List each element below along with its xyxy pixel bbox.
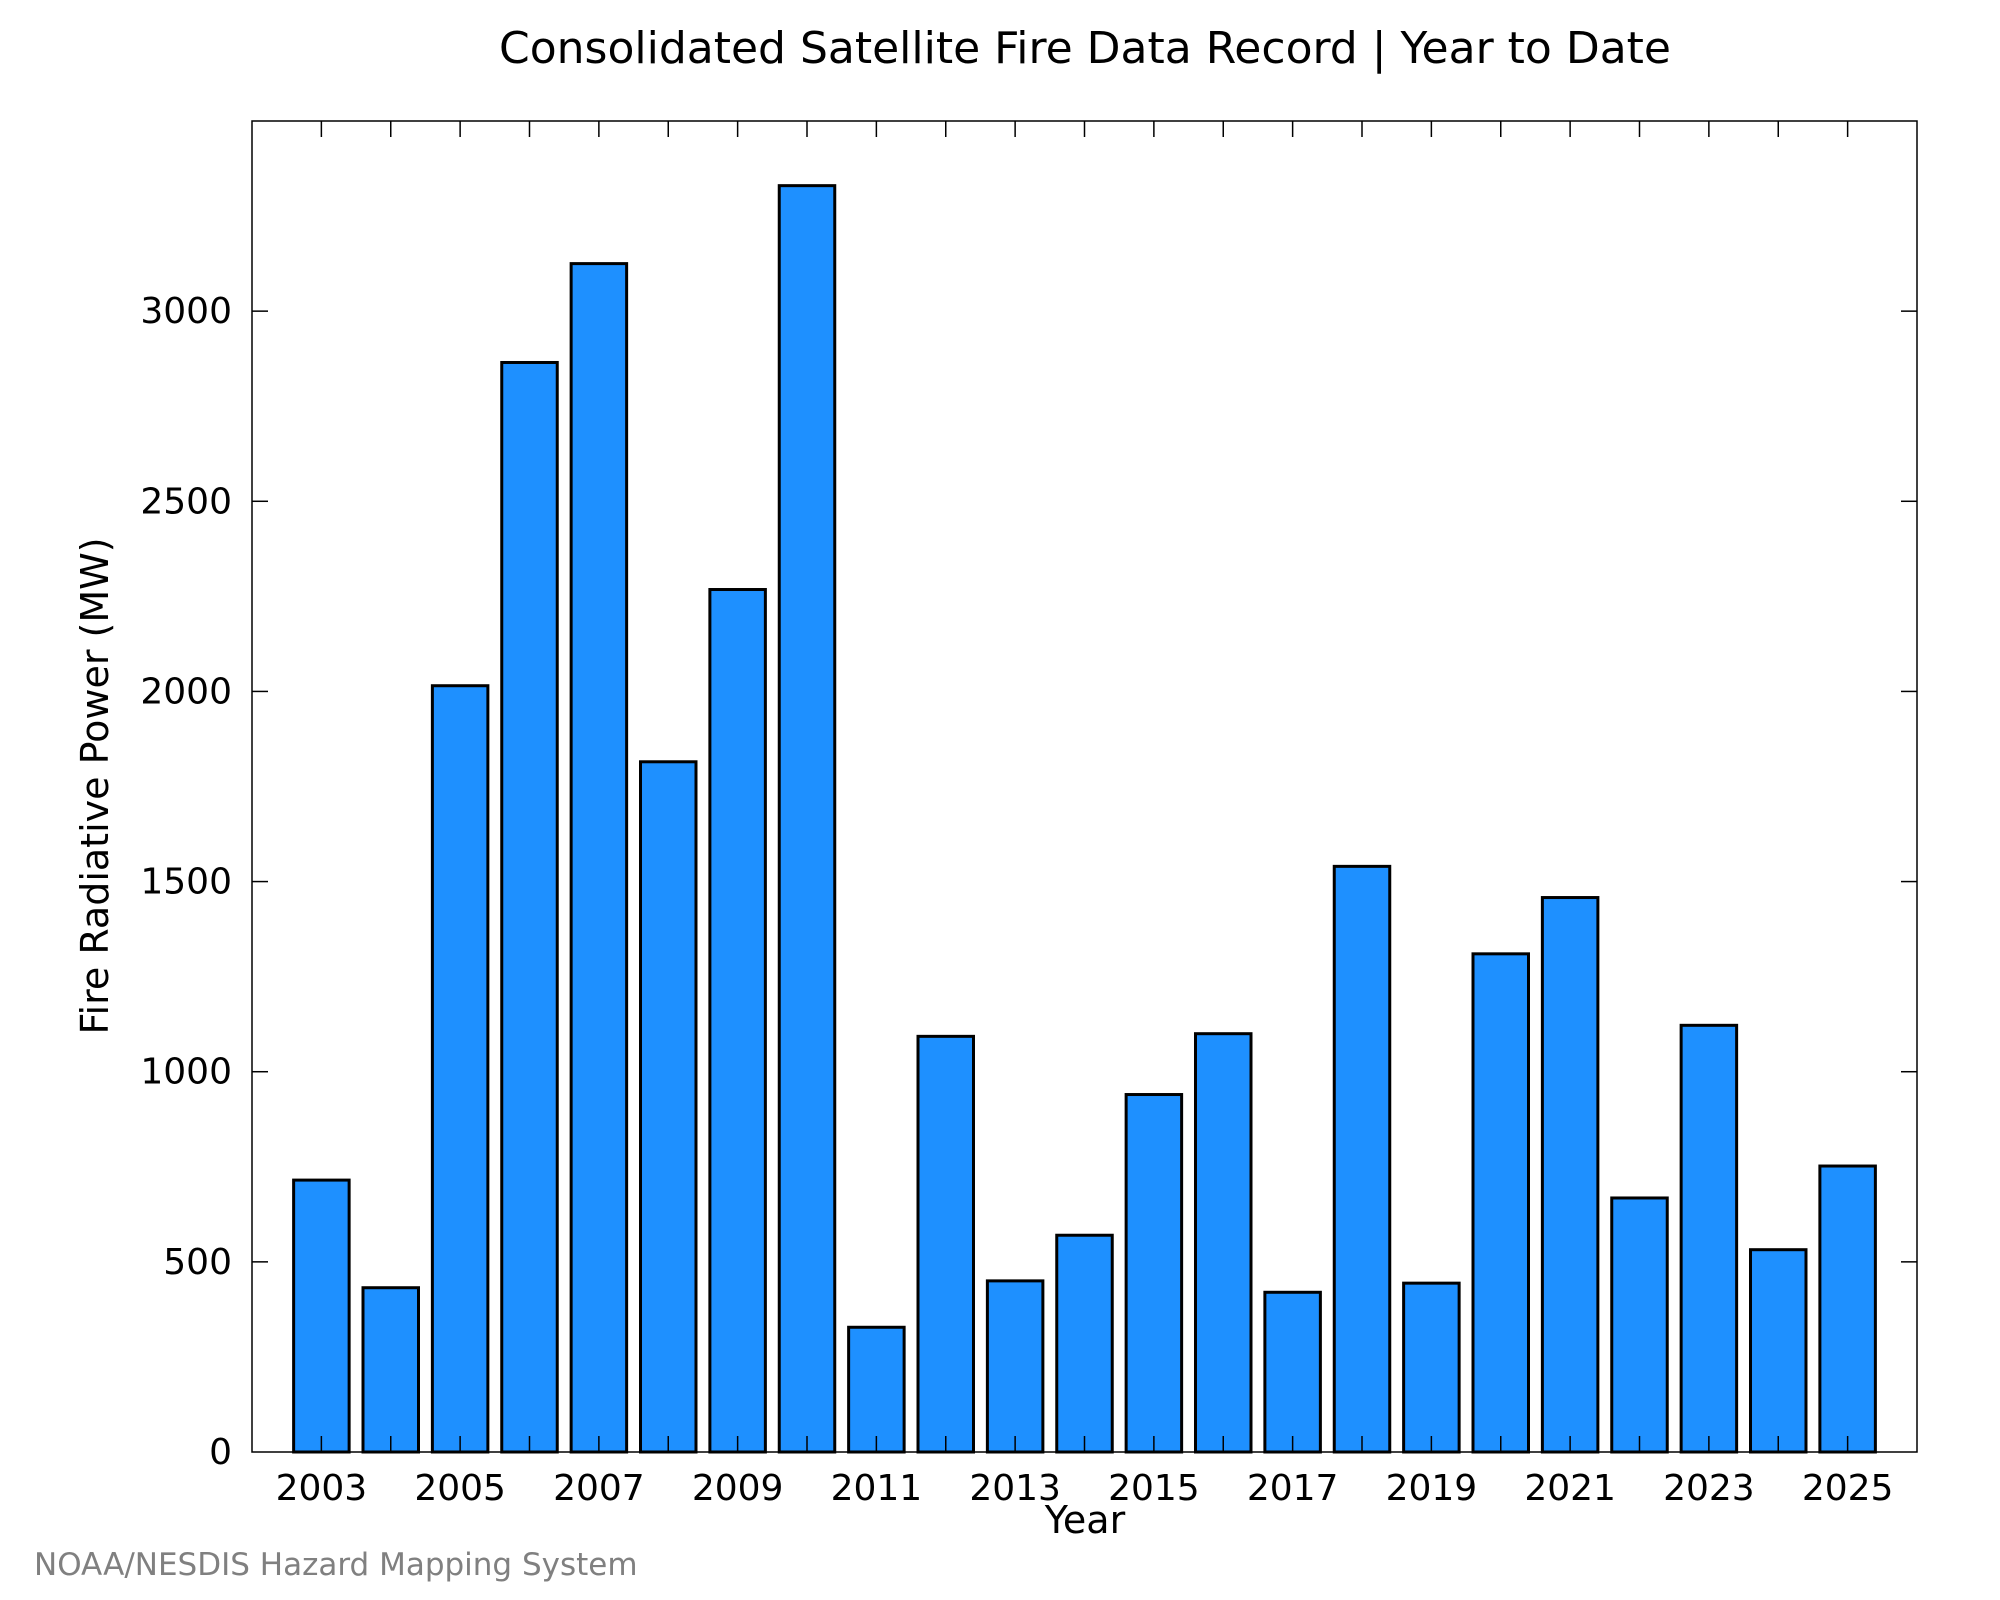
x-axis-label: Year <box>1044 1498 1126 1542</box>
bar-2015 <box>1124 1093 1184 1454</box>
y-tick-label-500: 500 <box>163 1242 232 1283</box>
y-tick-label-1000: 1000 <box>140 1052 232 1093</box>
x-tick-label-2021: 2021 <box>1524 1468 1616 1509</box>
x-tick-label-2015: 2015 <box>1108 1468 1200 1509</box>
bar-2022 <box>1610 1196 1669 1454</box>
x-tick-label-2005: 2005 <box>414 1468 506 1509</box>
bar-2021 <box>1540 896 1600 1454</box>
y-tick-label-2000: 2000 <box>140 671 232 712</box>
bar-2011 <box>847 1325 906 1454</box>
x-tick-label-2025: 2025 <box>1802 1468 1894 1509</box>
source-note: NOAA/NESDIS Hazard Mapping System <box>34 1547 638 1583</box>
x-tick-labels: 2003 2005 2007 2009 2011 2013 2015 2017 2019 2021… <box>276 1468 1894 1509</box>
bars-layer <box>292 184 1877 1454</box>
bar-2005 <box>430 684 490 1454</box>
y-tick-label-2500: 2500 <box>140 481 232 522</box>
bar-2006 <box>500 360 559 1454</box>
bar-2023 <box>1679 1023 1739 1454</box>
bar-2004 <box>361 1286 420 1454</box>
bar-2008 <box>639 760 698 1454</box>
y-tick-label-1500: 1500 <box>140 862 232 903</box>
x-tick-label-2019: 2019 <box>1386 1468 1478 1509</box>
bar-2016 <box>1194 1032 1253 1454</box>
x-tick-label-2011: 2011 <box>831 1468 923 1509</box>
x-tick-label-2009: 2009 <box>692 1468 784 1509</box>
bar-2013 <box>985 1279 1045 1454</box>
bar-2019 <box>1402 1281 1461 1454</box>
bar-2025 <box>1818 1164 1877 1454</box>
bar-2009 <box>708 588 767 1454</box>
bar-2012 <box>916 1034 975 1454</box>
y-tick-label-3000: 3000 <box>140 291 232 332</box>
y-tick-label-0: 0 <box>209 1432 232 1473</box>
x-tick-label-2023: 2023 <box>1663 1468 1755 1509</box>
bar-2017 <box>1263 1290 1322 1454</box>
bar-2007 <box>569 262 629 1454</box>
bar-2018 <box>1332 864 1392 1454</box>
x-tick-label-2013: 2013 <box>969 1468 1061 1509</box>
y-tick-labels: 0 500 1000 1500 2000 2500 3000 <box>140 291 232 1473</box>
bar-2020 <box>1471 952 1530 1454</box>
bar-2014 <box>1055 1233 1114 1454</box>
x-tick-label-2007: 2007 <box>553 1468 645 1509</box>
x-tick-label-2017: 2017 <box>1247 1468 1339 1509</box>
bar-2010 <box>777 184 837 1454</box>
bar-2024 <box>1749 1248 1808 1454</box>
x-tick-label-2003: 2003 <box>276 1468 368 1509</box>
bar-2003 <box>292 1178 351 1454</box>
y-axis-label: Fire Radiative Power (MW) <box>73 537 117 1034</box>
ticks-layer <box>252 121 1917 1452</box>
chart-title: Consolidated Satellite Fire Data Record … <box>499 23 1671 74</box>
